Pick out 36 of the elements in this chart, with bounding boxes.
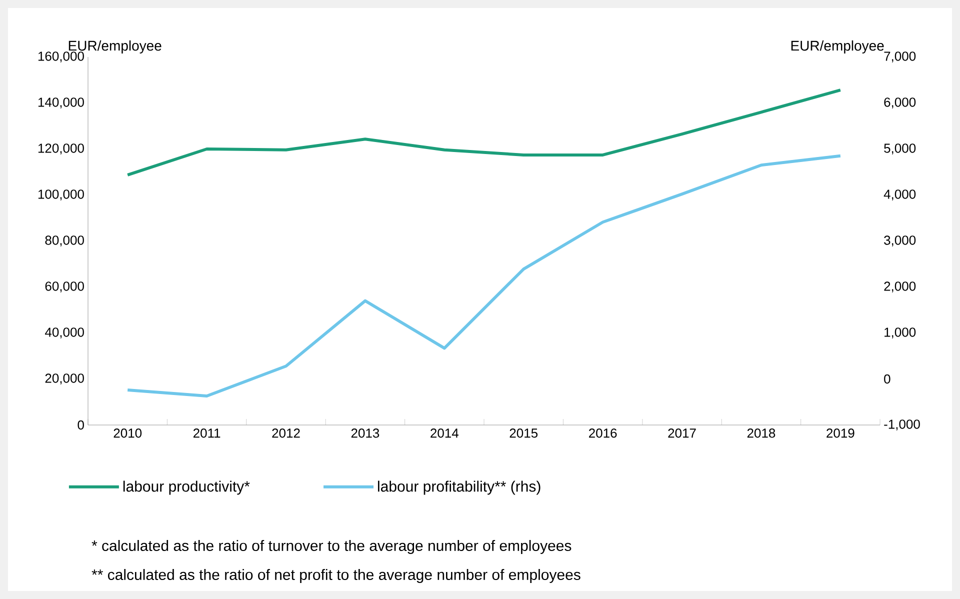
y-tick-label: 80,000 xyxy=(45,236,84,246)
x-tick-label: 2018 xyxy=(747,428,776,438)
x-tick-label: 2010 xyxy=(114,428,142,438)
x-tick-label: 2016 xyxy=(589,428,617,438)
y2-tick-label: 3,000 xyxy=(884,236,916,246)
x-tick-label: 2011 xyxy=(193,428,220,438)
x-tick-label: 2014 xyxy=(430,428,458,438)
y-tick-label: 140,000 xyxy=(38,98,84,108)
line-series xyxy=(126,88,842,176)
legend-label: labour productivity* xyxy=(123,480,250,495)
y-tick-label: 160,000 xyxy=(38,52,84,62)
y2-tick-label: 7,000 xyxy=(884,52,916,62)
y-axis-title: EUR/employee xyxy=(68,40,162,54)
x-tick-label: 2019 xyxy=(826,428,854,438)
y-tick-label: 20,000 xyxy=(45,374,84,384)
x-tick-label: 2017 xyxy=(668,428,696,438)
x-tick-label: 2015 xyxy=(510,428,538,438)
text: ** calculated as the ratio of net profit to the average number of employees xyxy=(92,569,580,583)
y2-tick-label: 2,000 xyxy=(884,282,916,292)
y2-tick-label: 6,000 xyxy=(884,98,916,108)
text: * calculated as the ratio of turnover to the average number of employees xyxy=(92,540,572,554)
legend-label: labour profitability** (rhs) xyxy=(378,480,540,495)
x-tick-label: 2013 xyxy=(351,428,380,438)
line-series xyxy=(126,154,842,398)
x-tick-label: 2012 xyxy=(272,428,300,438)
y2-tick-label: 4,000 xyxy=(884,190,916,200)
y-tick-label: 0 xyxy=(78,420,84,430)
y-tick-label: 40,000 xyxy=(45,328,84,338)
y-tick-label: 60,000 xyxy=(45,282,84,292)
y2-tick-label: 1,000 xyxy=(884,328,916,338)
y2-tick-label: 0 xyxy=(884,374,890,384)
y2-axis-title: EUR/employee xyxy=(791,40,884,54)
y2-tick-label: 5,000 xyxy=(884,144,916,154)
y-tick-label: 100,000 xyxy=(38,190,84,200)
y-tick-label: 120,000 xyxy=(38,144,84,154)
y2-tick-label: -1,000 xyxy=(884,420,920,430)
